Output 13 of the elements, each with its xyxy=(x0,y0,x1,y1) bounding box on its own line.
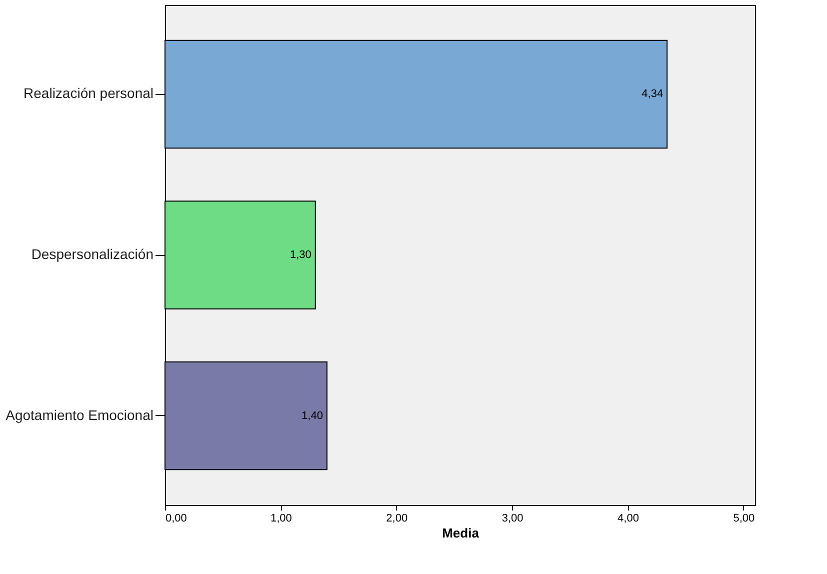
data-label: 1,30 xyxy=(290,249,312,261)
x-axis-title: Media xyxy=(442,526,480,540)
x-tick-label: 0,00 xyxy=(166,512,187,524)
x-tick-label: 2,00 xyxy=(386,512,408,524)
y-tick-label: Despersonalización xyxy=(31,246,154,262)
y-tick-label: Realización personal xyxy=(24,85,154,102)
x-tick-label: 5,00 xyxy=(733,512,755,524)
x-tick-label: 1,00 xyxy=(270,512,292,524)
x-tick-label: 3,00 xyxy=(502,512,524,524)
y-tick-label: Agotamiento Emocional xyxy=(6,406,154,423)
data-label: 1,40 xyxy=(302,410,323,422)
x-tick-label: 4,00 xyxy=(618,512,639,524)
data-label: 4,34 xyxy=(642,88,664,100)
